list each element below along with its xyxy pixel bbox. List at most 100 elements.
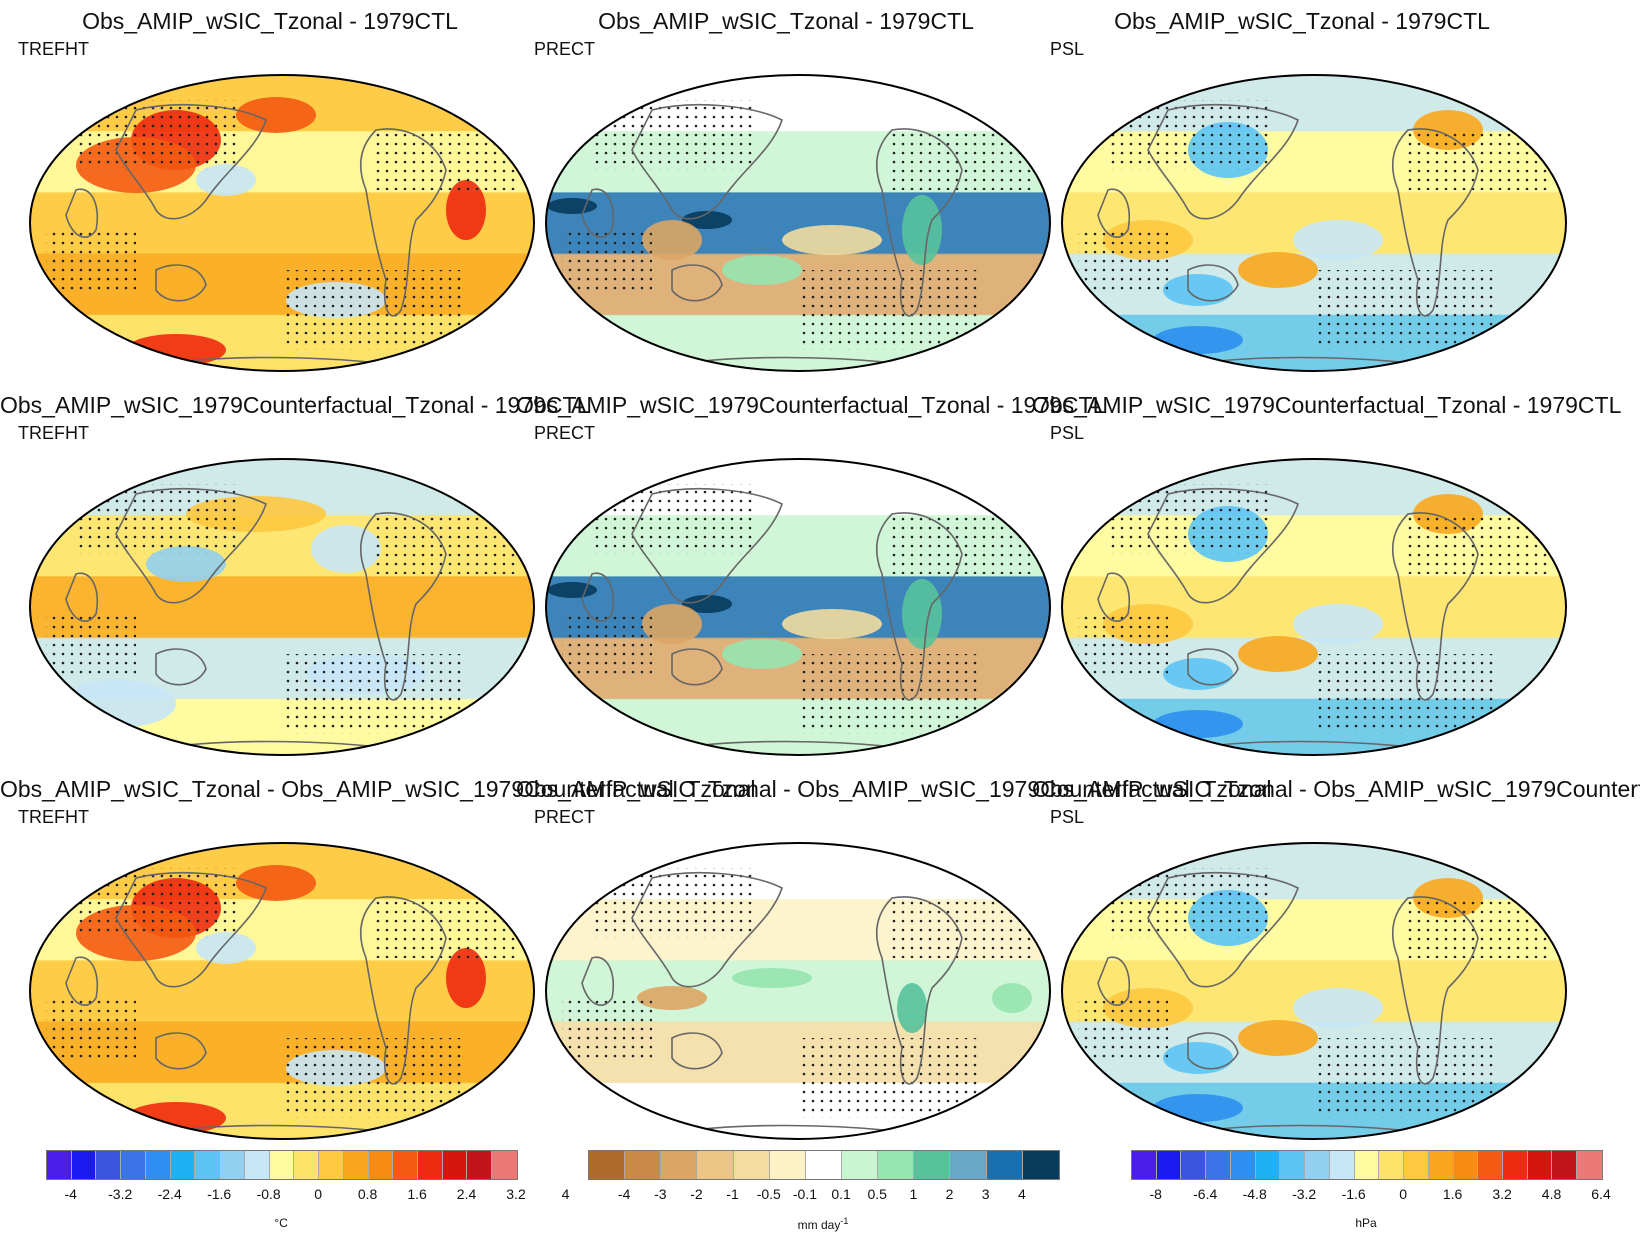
- colorbar-units: hPa: [1355, 1216, 1377, 1230]
- colorbar-segment: [1527, 1151, 1553, 1179]
- colorbar-segment: [71, 1151, 97, 1179]
- variable-label: PSL: [1050, 423, 1085, 443]
- colorbar-ticks: -4 -3 -2 -1 -0.5 -0.1 0.1 0.5 1 2 3 4: [588, 1186, 1058, 1206]
- colorbar-tick-label: 4: [561, 1186, 570, 1202]
- colorbar-segment: [1280, 1151, 1306, 1179]
- colorbar-segment: [1428, 1151, 1454, 1179]
- colorbar-segment: [841, 1151, 879, 1179]
- panel-r1-c3: Obs_AMIP_wSIC_Tzonal - 1979CTL PSL: [1032, 0, 1572, 382]
- variable-label: PRECT: [534, 423, 596, 443]
- colorbar-tick-label: -0.8: [256, 1186, 281, 1202]
- colorbar-segment: [47, 1151, 72, 1179]
- colorbar-tick-label: -1.6: [1341, 1186, 1366, 1202]
- colorbar-segment: [769, 1151, 806, 1179]
- map-trefht-1: [29, 74, 535, 372]
- colorbar-tick-label: 4: [1017, 1186, 1026, 1202]
- map-field: [546, 843, 1050, 1139]
- units-base: mm day: [797, 1218, 841, 1232]
- colorbar-segment: [1478, 1151, 1504, 1179]
- colorbar-segment: [442, 1151, 468, 1179]
- colorbar-segment: [1156, 1151, 1182, 1179]
- colorbar-tick-label: 1.6: [1442, 1186, 1463, 1202]
- panel-r2-c1: Obs_AMIP_wSIC_1979Counterfactual_Tzonal …: [0, 384, 590, 766]
- variable-label: PSL: [1050, 39, 1085, 59]
- colorbar-precipitation: -4 -3 -2 -1 -0.5 -0.1 0.1 0.5 1 2 3 4 mm day-1: [588, 1150, 1060, 1232]
- colorbar-tick-label: 0.8: [357, 1186, 378, 1202]
- colorbar-tick-label: -3: [654, 1186, 667, 1202]
- colorbar-tick-label: 2: [945, 1186, 954, 1202]
- map-field: [30, 843, 534, 1139]
- colorbar-temperature: -4 -3.2 -2.4 -1.6 -0.8 0 0.8 1.6 2.4 3.2 4 °C: [46, 1150, 570, 1230]
- panel-r1-c1: Obs_AMIP_wSIC_Tzonal - 1979CTL TREFHT: [0, 0, 540, 382]
- panel-r3-c1: Obs_AMIP_wSIC_Tzonal - Obs_AMIP_wSIC_197…: [0, 768, 756, 1150]
- colorbar-tick-label: 6.4: [1591, 1186, 1611, 1202]
- colorbar-tick-label: -2: [690, 1186, 703, 1202]
- colorbar-tick-label: -3.2: [1292, 1186, 1317, 1202]
- panel-title: Obs_AMIP_wSIC_1979Counterfactual_Tzonal …: [1032, 392, 1622, 418]
- colorbar-segment: [393, 1151, 419, 1179]
- map-field: [546, 75, 1050, 371]
- variable-label: TREFHT: [18, 423, 89, 443]
- map-border: [1061, 842, 1567, 1140]
- colorbar-segment: [733, 1151, 770, 1179]
- colorbar-tick-label: 1: [909, 1186, 918, 1202]
- colorbar-segment: [1181, 1151, 1207, 1179]
- colorbar-segment: [368, 1151, 394, 1179]
- panel-r2-c2: Obs_AMIP_wSIC_1979Counterfactual_Tzonal …: [516, 384, 1105, 766]
- colorbar-ticks: -8-6.4-4.8-3.2-1.601.63.24.86.48: [1131, 1186, 1611, 1206]
- map-border: [545, 458, 1051, 756]
- map-field: [1062, 843, 1566, 1139]
- colorbar-segment: [1453, 1151, 1479, 1179]
- map-border: [1061, 74, 1567, 372]
- variable-label: PRECT: [534, 39, 596, 59]
- panel-title: Obs_AMIP_wSIC_Tzonal - Obs_AMIP_wSIC_197…: [516, 776, 1272, 802]
- colorbar-tick-label: -1: [726, 1186, 739, 1202]
- map-psl-2: [1061, 458, 1567, 756]
- colorbar-segment: [986, 1151, 1023, 1179]
- map-border: [29, 842, 535, 1140]
- colorbar-segment: [1230, 1151, 1256, 1179]
- colorbar-tick-label: -8: [1149, 1186, 1162, 1202]
- variable-label: TREFHT: [18, 807, 89, 827]
- colorbar-tick-label: -0.1: [792, 1186, 817, 1202]
- map-prect-3: [545, 842, 1051, 1140]
- colorbar-segment: [195, 1151, 221, 1179]
- colorbar-segment: [1404, 1151, 1429, 1179]
- variable-label: PSL: [1050, 807, 1085, 827]
- colorbar-tick-label: -4.8: [1242, 1186, 1267, 1202]
- colorbar-tick-label: -4: [617, 1186, 631, 1202]
- map-border: [545, 842, 1051, 1140]
- colorbar-segment: [294, 1151, 320, 1179]
- panel-r1-c2: Obs_AMIP_wSIC_Tzonal - 1979CTL PRECT: [516, 0, 1056, 382]
- map-field: [1062, 75, 1566, 371]
- colorbar-segment: [1206, 1151, 1231, 1179]
- colorbar-segment: [269, 1151, 295, 1179]
- colorbar-tick-label: 1.6: [407, 1186, 427, 1202]
- colorbar-tick-label: -3.2: [108, 1186, 133, 1202]
- colorbar-segment: [1305, 1151, 1330, 1179]
- colorbar-segment: [244, 1151, 270, 1179]
- colorbar-segment: [697, 1151, 734, 1179]
- colorbar-segment: [418, 1151, 443, 1179]
- colorbar-segment: [145, 1151, 171, 1179]
- map-field: [1062, 459, 1566, 755]
- colorbar-swatches: [46, 1150, 518, 1180]
- variable-label: PRECT: [534, 807, 596, 827]
- colorbar-segment: [1379, 1151, 1405, 1179]
- colorbar-tick-label: -1.6: [207, 1186, 232, 1202]
- colorbar-segment: [661, 1151, 698, 1179]
- colorbar-segment: [1577, 1151, 1602, 1179]
- colorbar-swatches: [1131, 1150, 1603, 1180]
- colorbar-tick-label: -6.4: [1193, 1186, 1218, 1202]
- colorbar-segment: [1022, 1151, 1059, 1179]
- map-trefht-2: [29, 458, 535, 756]
- map-trefht-3: [29, 842, 535, 1140]
- colorbar-segment: [805, 1151, 842, 1179]
- panel-title: Obs_AMIP_wSIC_1979Counterfactual_Tzonal …: [0, 392, 590, 418]
- colorbar-segment: [319, 1151, 344, 1179]
- map-field: [546, 459, 1050, 755]
- colorbar-tick-label: 0.5: [867, 1186, 887, 1202]
- colorbar-units: °C: [274, 1216, 288, 1230]
- colorbar-tick-label: -0.5: [756, 1186, 781, 1202]
- colorbar-ticks: -4 -3.2 -2.4 -1.6 -0.8 0 0.8 1.6 2.4 3.2 4: [46, 1186, 570, 1206]
